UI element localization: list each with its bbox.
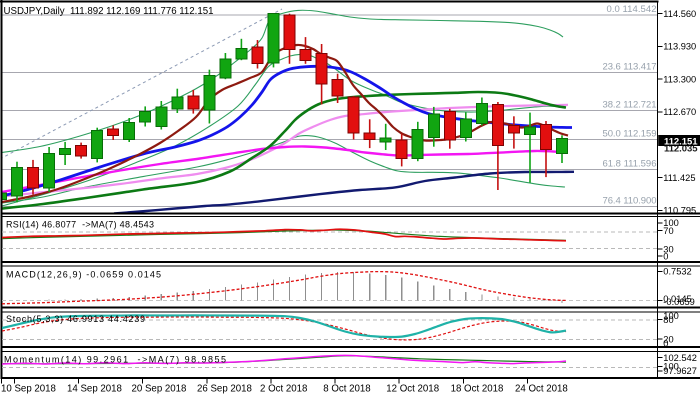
svg-text:18 Oct 2018: 18 Oct 2018 [451,384,504,395]
svg-text:Momentum(14) 99.2961 ->MA(7): Momentum(14) 99.2961 ->MA(7) 98.9855 [4,354,226,364]
svg-text:102.542: 102.542 [663,353,697,363]
svg-text:-0.0659: -0.0659 [663,297,695,307]
svg-text:8 Oct 2018: 8 Oct 2018 [323,384,370,395]
svg-text:0.0145: 0.0145 [663,294,691,304]
svg-text:0: 0 [663,339,668,349]
svg-text:RSI(14) 46.8077 ->MA(7) 48.45: RSI(14) 46.8077 ->MA(7) 48.4543 [6,220,154,230]
svg-text:114.560: 114.560 [663,9,696,19]
svg-text:97.9627: 97.9627 [663,366,697,376]
svg-text:50.0 112.159: 50.0 112.159 [603,128,657,139]
svg-text:23.6 113.417: 23.6 113.417 [603,62,657,73]
svg-text:0.7532: 0.7532 [663,267,691,277]
svg-text:10 Sep 2018: 10 Sep 2018 [1,384,56,395]
svg-text:70: 70 [663,226,673,236]
svg-text:20 Sep 2018: 20 Sep 2018 [132,384,187,395]
svg-text:112.035: 112.035 [664,143,698,154]
svg-text:2 Oct 2018: 2 Oct 2018 [260,384,307,395]
svg-text:0.0 114.542: 0.0 114.542 [607,4,657,15]
svg-text:30: 30 [663,245,673,255]
svg-text:111.425: 111.425 [663,173,695,183]
svg-text:20: 20 [663,334,673,344]
svg-text:80: 80 [663,315,673,325]
svg-text:0: 0 [663,252,668,262]
svg-text:12 Oct 2018: 12 Oct 2018 [386,384,439,395]
svg-text:113.930: 113.930 [663,42,696,52]
svg-text:38.2 112.721: 38.2 112.721 [603,100,657,111]
svg-text:100: 100 [663,362,679,372]
svg-text:Stoch(5,3,3) 46.9913 44.4239: Stoch(5,3,3) 46.9913 44.4239 [6,314,145,324]
svg-text:26 Sep 2018: 26 Sep 2018 [197,384,252,395]
svg-text:24 Oct 2018: 24 Oct 2018 [515,384,568,395]
svg-text:113.300: 113.300 [663,74,696,84]
svg-text:100: 100 [663,218,679,228]
svg-text:USDJPY,Daily 111.892 112.169: USDJPY,Daily 111.892 112.169 111.776 112… [4,6,214,17]
svg-text:76.4 110.900: 76.4 110.900 [603,196,657,207]
svg-text:110.795: 110.795 [663,206,696,216]
svg-text:MACD(12,26,9) -0.0659 0.0145: MACD(12,26,9) -0.0659 0.0145 [6,270,161,280]
svg-text:14 Sep 2018: 14 Sep 2018 [67,384,122,395]
svg-text:61.8 111.596: 61.8 111.596 [603,158,657,169]
svg-text:112.670: 112.670 [663,107,696,117]
svg-text:112.151: 112.151 [664,137,698,148]
svg-text:100: 100 [663,311,679,321]
